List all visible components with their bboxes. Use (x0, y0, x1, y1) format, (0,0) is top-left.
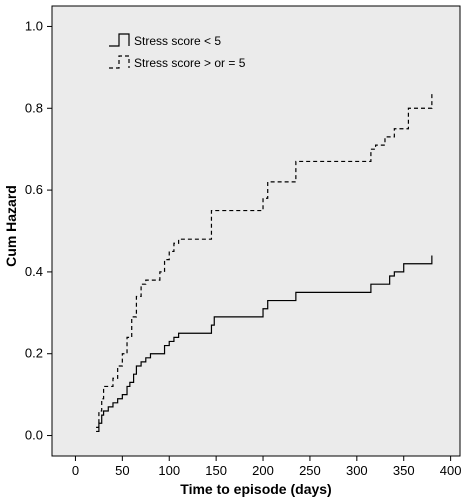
y-axis-title: Cum Hazard (3, 185, 19, 267)
legend-symbol-1 (109, 33, 130, 47)
x-tick-label: 150 (205, 463, 227, 478)
legend: Stress score < 5 Stress score > or = 5 (109, 33, 246, 70)
legend-label-2: Stress score > or = 5 (134, 56, 246, 70)
x-axis-title: Time to episode (days) (180, 481, 331, 497)
axis-ticks: 0 50 100 150 200 250 300 350 400 0.0 0.2 0.4 0.6 0.8 1… (25, 18, 462, 478)
plot-area (51, 5, 461, 457)
x-tick-label: 50 (115, 463, 129, 478)
y-tick-label: 0.8 (25, 100, 43, 115)
y-tick-label: 1.0 (25, 18, 43, 33)
x-tick-label: 300 (346, 463, 368, 478)
series-line-2 (96, 91, 433, 428)
y-tick-label: 0.2 (25, 346, 43, 361)
y-tick-label: 0.4 (25, 264, 43, 279)
x-tick-label: 250 (299, 463, 321, 478)
legend-label-1: Stress score < 5 (134, 34, 221, 48)
legend-symbol-2 (109, 55, 130, 69)
y-tick-label: 0.0 (25, 428, 43, 443)
y-tick-label: 0.6 (25, 182, 43, 197)
x-tick-label: 100 (158, 463, 180, 478)
series-layer (96, 91, 433, 433)
x-tick-label: 0 (72, 463, 79, 478)
x-tick-label: 350 (393, 463, 415, 478)
series-line-1 (96, 255, 433, 433)
x-tick-label: 200 (252, 463, 274, 478)
x-tick-label: 400 (440, 463, 462, 478)
